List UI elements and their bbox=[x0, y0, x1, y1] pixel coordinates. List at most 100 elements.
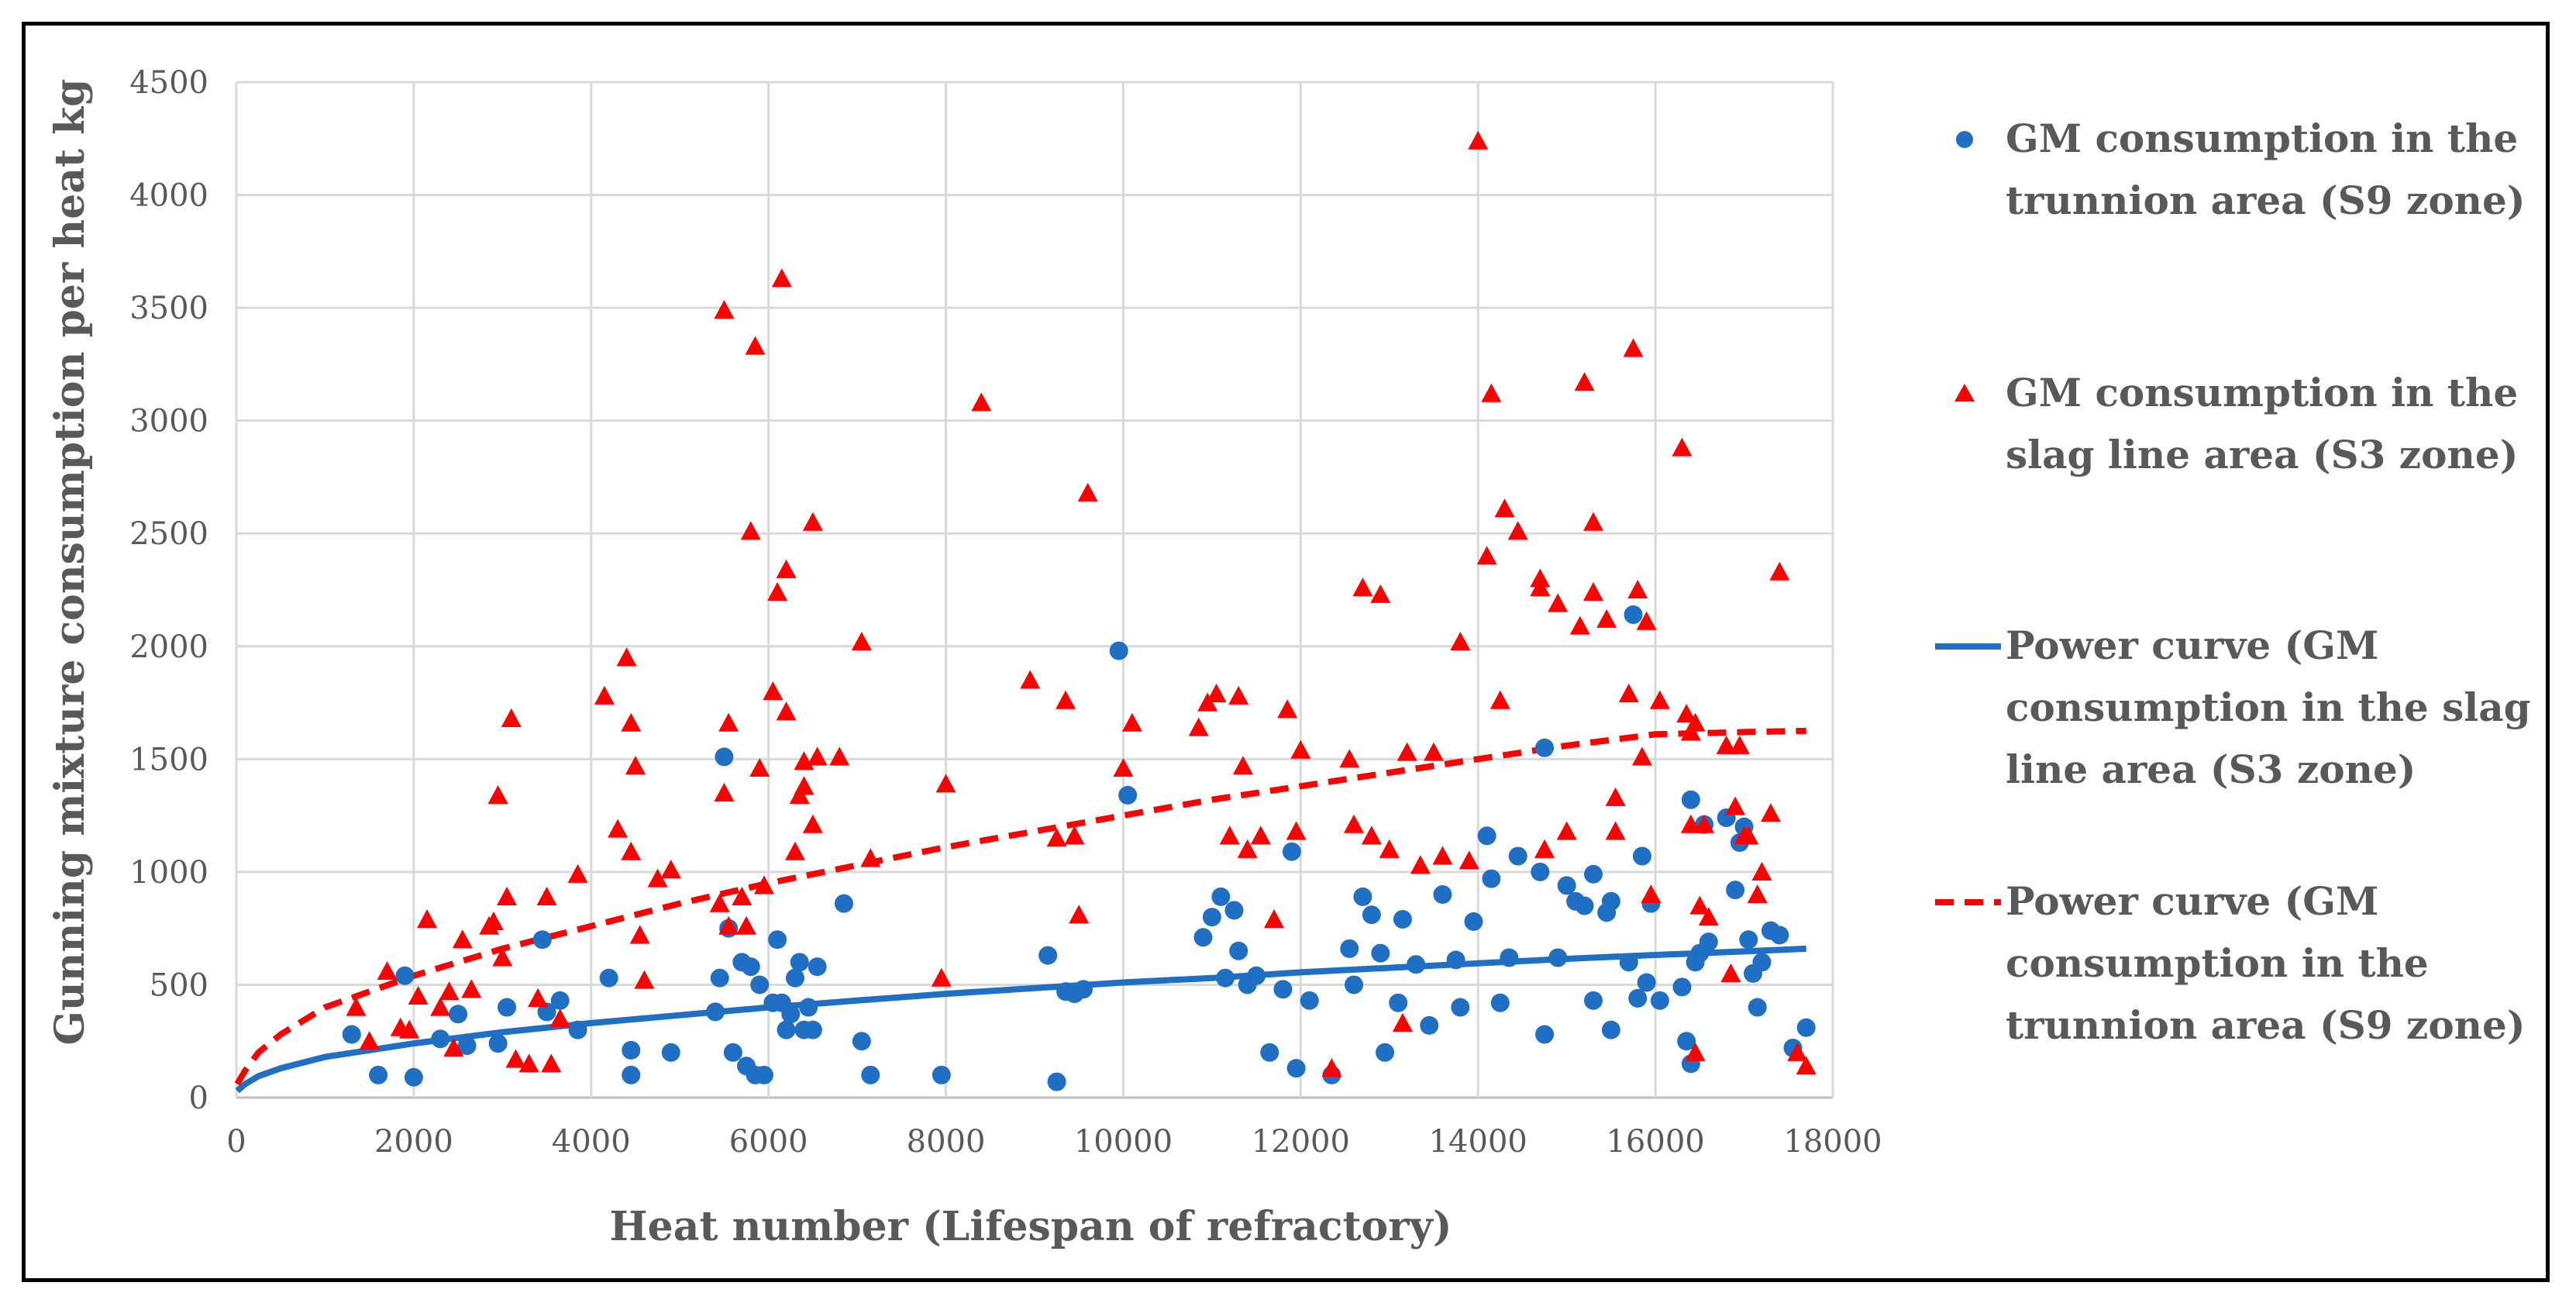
point-slag-line bbox=[417, 909, 438, 929]
point-slag-line bbox=[1361, 826, 1382, 845]
point-slag-line bbox=[1476, 546, 1497, 565]
point-trunnion bbox=[1286, 1059, 1306, 1078]
y-tick-label: 3000 bbox=[129, 404, 208, 440]
point-slag-line bbox=[718, 712, 739, 732]
point-trunnion bbox=[1482, 869, 1501, 888]
point-trunnion bbox=[808, 957, 827, 977]
point-trunnion bbox=[932, 1065, 951, 1084]
point-slag-line bbox=[1720, 963, 1741, 982]
point-trunnion bbox=[1770, 926, 1789, 945]
point-slag-line bbox=[776, 701, 797, 721]
point-slag-line bbox=[718, 915, 739, 935]
power-curve-slag-line bbox=[234, 727, 1806, 1086]
point-slag-line bbox=[931, 967, 952, 987]
point-trunnion bbox=[1584, 864, 1603, 884]
point-trunnion bbox=[1500, 948, 1519, 967]
point-trunnion bbox=[1340, 939, 1359, 958]
point-slag-line bbox=[1228, 685, 1249, 705]
point-slag-line bbox=[802, 512, 823, 531]
point-slag-line bbox=[749, 757, 770, 777]
point-slag-line bbox=[732, 886, 752, 905]
point-trunnion bbox=[404, 1067, 423, 1087]
point-slag-line bbox=[1530, 568, 1551, 588]
point-trunnion bbox=[799, 998, 818, 1017]
point-slag-line bbox=[1725, 796, 1746, 815]
x-tick-label: 12000 bbox=[1252, 1124, 1350, 1160]
point-trunnion bbox=[1681, 790, 1700, 809]
point-trunnion bbox=[537, 1002, 556, 1022]
point-trunnion bbox=[1748, 998, 1767, 1017]
point-trunnion bbox=[1118, 785, 1138, 805]
point-slag-line bbox=[1636, 611, 1657, 630]
y-axis-title: Gunning mixture consumption per heat kg bbox=[46, 78, 94, 1045]
point-slag-line bbox=[497, 886, 518, 905]
point-trunnion bbox=[1389, 993, 1408, 1012]
point-slag-line bbox=[794, 776, 814, 795]
point-slag-line bbox=[1760, 803, 1781, 822]
point-slag-line bbox=[1698, 907, 1719, 926]
y-tick-label: 3500 bbox=[129, 291, 208, 326]
point-trunnion bbox=[1446, 950, 1465, 970]
point-trunnion bbox=[1224, 901, 1244, 920]
point-slag-line bbox=[1264, 909, 1284, 929]
point-slag-line bbox=[753, 875, 774, 895]
point-slag-line bbox=[1424, 742, 1444, 761]
point-trunnion bbox=[1557, 876, 1576, 895]
point-trunnion bbox=[622, 1065, 641, 1084]
point-trunnion bbox=[715, 747, 734, 767]
point-trunnion bbox=[754, 1065, 773, 1084]
point-trunnion bbox=[395, 966, 415, 985]
point-slag-line bbox=[549, 1008, 570, 1028]
point-trunnion bbox=[1353, 887, 1372, 906]
y-tick-label: 2000 bbox=[129, 629, 208, 665]
point-slag-line bbox=[1676, 704, 1697, 723]
point-trunnion bbox=[1300, 991, 1319, 1010]
point-slag-line bbox=[860, 848, 881, 867]
x-tick-label: 18000 bbox=[1783, 1124, 1882, 1160]
point-slag-line bbox=[1507, 521, 1528, 540]
point-slag-line bbox=[594, 685, 615, 705]
point-slag-line bbox=[660, 859, 681, 879]
point-trunnion bbox=[1739, 930, 1758, 950]
point-slag-line bbox=[377, 960, 398, 981]
point-trunnion bbox=[1229, 941, 1248, 960]
point-trunnion bbox=[1202, 908, 1221, 927]
point-trunnion bbox=[706, 1002, 725, 1022]
point-trunnion bbox=[786, 968, 804, 988]
point-slag-line bbox=[1468, 130, 1489, 150]
point-slag-line bbox=[1738, 826, 1759, 845]
point-slag-line bbox=[1064, 826, 1085, 845]
point-slag-line bbox=[1729, 735, 1750, 754]
point-trunnion bbox=[1601, 891, 1620, 911]
point-slag-line bbox=[621, 841, 642, 860]
point-trunnion bbox=[1451, 998, 1470, 1017]
point-slag-line bbox=[1370, 584, 1391, 603]
point-slag-line bbox=[1020, 670, 1041, 689]
point-slag-line bbox=[1680, 814, 1701, 833]
point-slag-line bbox=[1069, 905, 1090, 924]
y-tick-label: 1000 bbox=[129, 855, 208, 891]
point-slag-line bbox=[1569, 615, 1590, 635]
point-slag-line bbox=[528, 988, 549, 1007]
legend-marker-slag-line bbox=[1954, 384, 1975, 402]
point-trunnion bbox=[1752, 953, 1772, 972]
power-curve-trunnion bbox=[235, 945, 1806, 1094]
point-slag-line bbox=[1574, 372, 1595, 391]
point-slag-line bbox=[1583, 581, 1603, 601]
point-trunnion bbox=[1038, 946, 1058, 965]
point-trunnion bbox=[1650, 991, 1669, 1010]
point-trunnion bbox=[1535, 738, 1555, 757]
legend-label: consumption in the bbox=[2006, 940, 2429, 986]
point-trunnion bbox=[622, 1040, 641, 1060]
x-tick-label: 10000 bbox=[1074, 1124, 1173, 1160]
point-slag-line bbox=[1627, 580, 1648, 599]
y-tick-label: 500 bbox=[150, 967, 208, 1003]
point-trunnion bbox=[710, 968, 729, 988]
point-slag-line bbox=[567, 863, 588, 883]
point-slag-line bbox=[483, 911, 504, 930]
point-slag-line bbox=[634, 970, 655, 989]
point-slag-line bbox=[1277, 699, 1298, 719]
point-slag-line bbox=[461, 979, 482, 998]
point-trunnion bbox=[1393, 910, 1412, 929]
point-slag-line bbox=[608, 819, 629, 838]
